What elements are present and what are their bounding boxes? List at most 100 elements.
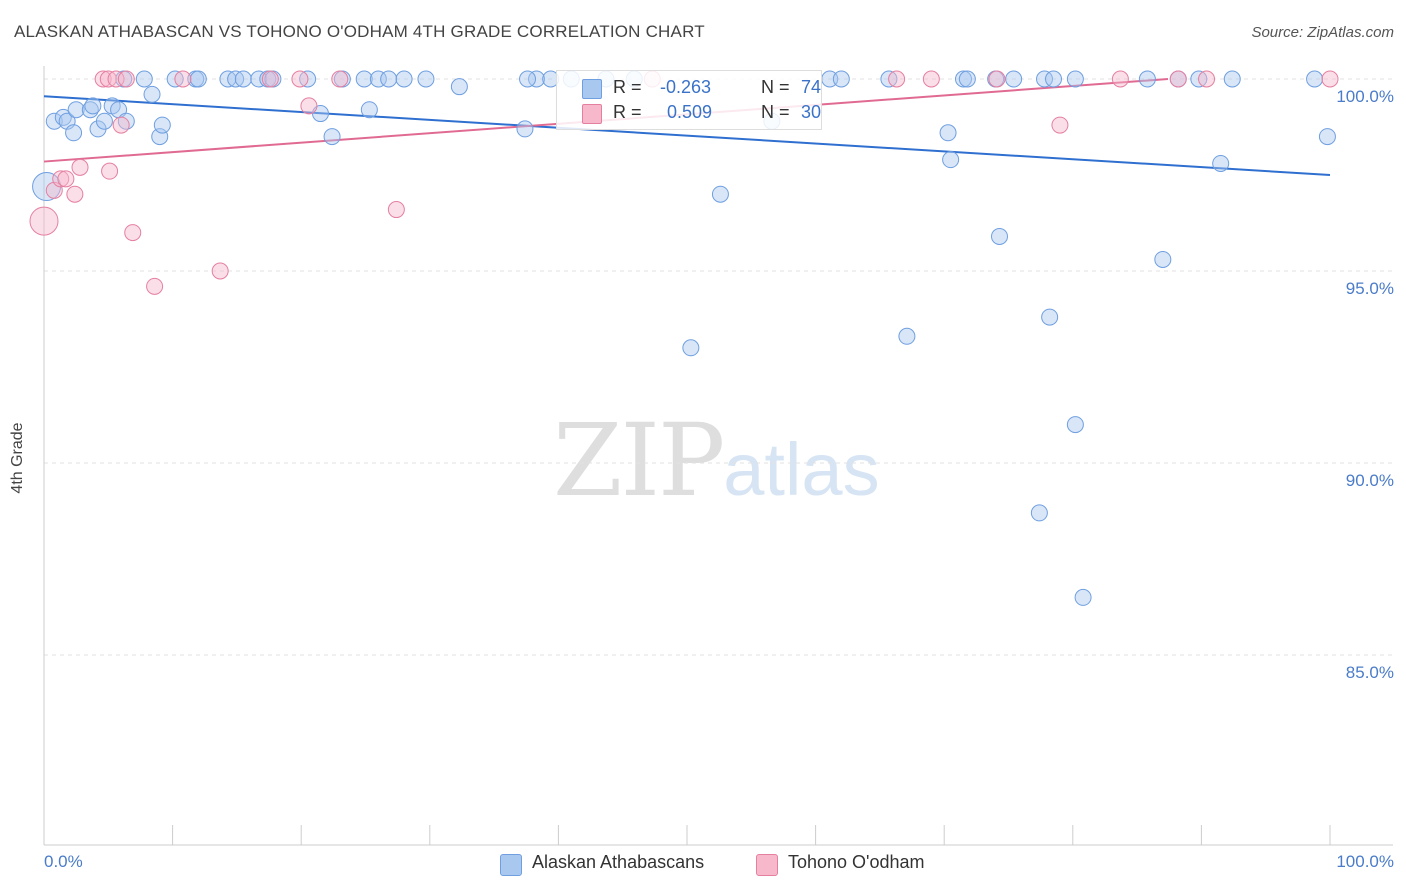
data-point [519,70,537,88]
stats-r-label: R = [613,77,642,97]
stats-n-label: N = [761,102,790,122]
data-point [832,70,850,88]
data-point [107,70,125,88]
data-point [922,70,940,88]
data-point [1169,70,1187,88]
data-point [1036,70,1054,88]
data-point [417,70,435,88]
data-point [516,120,534,138]
data-point [189,70,207,88]
data-point [682,339,700,357]
data-point [143,85,161,103]
data-point [939,124,957,142]
legend-label: Alaskan Athabascans [532,852,705,872]
data-point [1030,504,1048,522]
data-point [1154,250,1172,268]
data-point [355,70,373,88]
data-point [1066,416,1084,434]
x-tick-label: 0.0% [44,852,83,871]
data-point [954,70,972,88]
data-point [94,70,112,88]
stats-r-value: -0.263 [660,77,712,97]
stats-r-label: R = [613,102,642,122]
data-point [331,70,349,88]
data-point [1051,116,1069,134]
data-point [711,185,729,203]
data-point [1111,70,1129,88]
data-point [528,70,546,88]
correlation-stats-box: R = -0.263 N = 74 R = 0.509 N = 30 [556,70,822,130]
data-point [1321,70,1339,88]
data-point [1223,70,1241,88]
trend-line [43,95,1331,176]
data-point [323,128,341,146]
legend-label: Tohono O'odham [788,852,925,872]
data-point [153,116,171,134]
data-point [1198,70,1216,88]
data-point [942,151,960,169]
data-point [1041,308,1059,326]
axes [43,66,1393,846]
watermark: ZIPatlas [553,402,880,519]
watermark-atlas: atlas [723,428,880,511]
data-point [988,70,1006,88]
stats-r-value: 0.509 [667,102,713,122]
data-point [124,224,142,242]
data-point [1306,70,1324,88]
legend-swatch-athabascan [500,854,522,876]
data-point [380,70,398,88]
data-point [958,70,976,88]
x-tick-label: 100.0% [1336,852,1394,871]
chart-source: Source: ZipAtlas.com [1251,24,1394,41]
stats-n-label: N = [761,77,790,97]
data-point [1005,70,1023,88]
y-tick-label: 95.0% [1345,279,1394,298]
data-point [1212,154,1230,172]
data-point [29,206,59,236]
data-point [67,101,85,119]
data-point [112,116,130,134]
data-point [211,262,229,280]
data-point [250,70,268,88]
data-point [101,162,119,180]
data-point [450,78,468,96]
data-point [174,70,192,88]
data-point [387,201,405,219]
data-point [395,70,413,88]
y-tick-label: 85.0% [1345,663,1394,682]
data-point [84,97,102,115]
data-point [1045,70,1063,88]
data-point [95,112,113,130]
legend: Alaskan Athabascans Tohono O'odham [0,850,1406,878]
y-tick-label: 100.0% [1336,87,1394,106]
data-point [261,70,279,88]
data-point [45,112,63,130]
data-point [291,70,309,88]
data-point [135,70,153,88]
data-point [234,70,252,88]
data-point [117,70,135,88]
data-point [1074,588,1092,606]
y-tick-label: 90.0% [1345,471,1394,490]
data-point [300,97,318,115]
data-points [29,70,1339,606]
data-point [369,70,387,88]
watermark-zip: ZIP [553,402,725,519]
data-point [52,170,70,188]
stats-swatch-tohono [582,104,602,124]
data-point [71,158,89,176]
data-point [146,277,164,295]
stats-n-value: 74 [801,77,822,97]
data-point [1318,128,1336,146]
data-point [1138,70,1156,88]
data-point [65,124,83,142]
data-point [57,170,75,188]
data-point [990,227,1008,245]
chart-title: ALASKAN ATHABASCAN VS TOHONO O'ODHAM 4TH… [14,22,705,41]
data-point [1066,70,1084,88]
data-point [888,70,906,88]
stats-swatch-athabascan [582,79,602,99]
grid-lines [44,78,1393,656]
data-point [66,185,84,203]
